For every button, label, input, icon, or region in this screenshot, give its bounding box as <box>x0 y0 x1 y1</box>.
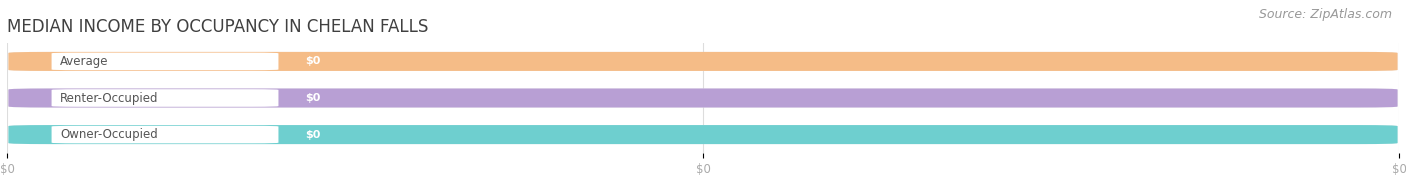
FancyBboxPatch shape <box>8 125 1398 144</box>
Text: $0: $0 <box>305 56 321 66</box>
FancyBboxPatch shape <box>8 88 1398 108</box>
FancyBboxPatch shape <box>8 52 1398 71</box>
Text: Source: ZipAtlas.com: Source: ZipAtlas.com <box>1258 8 1392 21</box>
FancyBboxPatch shape <box>8 88 1398 108</box>
FancyBboxPatch shape <box>52 89 278 107</box>
Text: $0: $0 <box>305 93 321 103</box>
FancyBboxPatch shape <box>8 52 1398 71</box>
FancyBboxPatch shape <box>8 125 1398 144</box>
Text: MEDIAN INCOME BY OCCUPANCY IN CHELAN FALLS: MEDIAN INCOME BY OCCUPANCY IN CHELAN FAL… <box>7 18 429 36</box>
FancyBboxPatch shape <box>52 126 278 143</box>
Text: $0: $0 <box>305 130 321 140</box>
Text: Renter-Occupied: Renter-Occupied <box>60 92 159 104</box>
FancyBboxPatch shape <box>52 53 278 70</box>
Text: Owner-Occupied: Owner-Occupied <box>60 128 157 141</box>
Text: Average: Average <box>60 55 108 68</box>
